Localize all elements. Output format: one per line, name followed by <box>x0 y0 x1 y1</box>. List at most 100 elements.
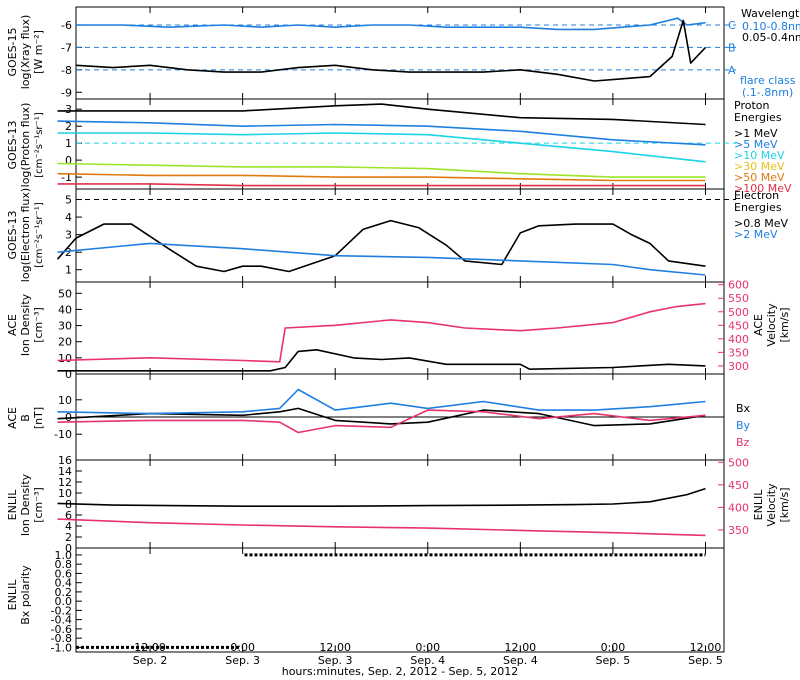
ytick-label-ace-plasma-4: 10 <box>58 352 72 365</box>
proton-legend-title-1: Proton <box>734 99 769 112</box>
ytick-label-goes13-electron-1: 4 <box>65 211 72 224</box>
ace-plasma-right-ylabel-quantity: Velocity <box>765 303 778 347</box>
enlil-plasma-ylabel-instrument: ENLIL <box>6 489 19 521</box>
panel-proton-labels: GOES-13 log(Proton flux) [cm⁻²s⁻¹sr⁻¹] P… <box>6 99 792 195</box>
series-ace-magnetic-1 <box>57 388 706 415</box>
ytick-label-enlil-plasma-0: 16 <box>58 454 72 467</box>
xray-flare-note-1: flare class <box>740 74 796 87</box>
ytick-label-enlil-polarity-0: 1.0 <box>55 549 73 562</box>
proton-legend-item-2: >5 MeV <box>734 138 778 151</box>
series-goes13-proton-5 <box>57 183 706 187</box>
series-goes13-electron-0 <box>56 219 706 273</box>
panel-enlil-polarity-labels: ENLIL Bx polarity <box>6 565 32 625</box>
ytick-right-label-ace-plasma-5: 350 <box>728 346 749 359</box>
enlil-plasma-right-ylabel-quantity: Velocity <box>765 483 778 527</box>
xtick-time-1: 0:00 <box>230 641 255 654</box>
ace-mag-legend-bx: Bx <box>736 402 751 415</box>
ytick-label-enlil-plasma-6: 4 <box>65 520 72 533</box>
xtick-time-4: 12:00 <box>504 641 536 654</box>
xray-legend-item-1: 0.10-0.8nm <box>742 20 800 33</box>
ytick-right-label-enlil-plasma-1: 450 <box>728 479 749 492</box>
series-enlil-plasma-0 <box>57 487 706 508</box>
electron-legend-title-2: Energies <box>734 201 782 214</box>
panel-ace-magnetic-labels: ACE B [nT] Bx By Bz <box>6 402 751 449</box>
proton-legend-item-4: >30 MeV <box>734 160 785 173</box>
ace-plasma-right-ylabel-units: [km/s] <box>778 307 791 342</box>
series-goes13-proton-2 <box>57 132 706 163</box>
ytick-label-goes15-xray-0: -6 <box>61 19 72 32</box>
flare-level-label-B: B <box>728 41 736 54</box>
ace-plasma-ylabel-instrument: ACE <box>6 314 19 336</box>
ytick-label-enlil-plasma-1: 14 <box>58 465 72 478</box>
enlil-plasma-right-ylabel-units: [km/s] <box>778 487 791 522</box>
series-goes15-xray-1 <box>75 19 707 82</box>
ytick-label-enlil-plasma-8: 0 <box>65 542 72 555</box>
proton-ylabel-units: [cm⁻²s⁻¹sr⁻¹] <box>34 112 45 178</box>
ytick-label-enlil-plasma-2: 12 <box>58 476 72 489</box>
ytick-right-label-enlil-plasma-0: 500 <box>728 456 749 469</box>
ace-mag-ylabel-quantity: B <box>19 414 32 422</box>
ytick-label-enlil-plasma-7: 2 <box>65 531 72 544</box>
electron-legend-item-1: >0.8 MeV <box>734 217 788 230</box>
flare-level-label-A: A <box>728 64 736 77</box>
xtick-date-5: Sep. 5 <box>596 654 631 667</box>
chart-marks: -6-7-8-9CBA3210-154321504030201006005505… <box>51 6 749 667</box>
ytick-label-goes13-proton-1: 2 <box>65 120 72 133</box>
xray-flare-note-2: (.1-.8nm) <box>742 86 793 99</box>
xtick-time-3: 0:00 <box>415 641 440 654</box>
electron-ylabel-instrument: GOES-13 <box>6 210 19 259</box>
ace-mag-ylabel-instrument: ACE <box>6 407 19 429</box>
series-ace-magnetic-0 <box>57 407 706 427</box>
series-goes13-proton-1 <box>57 120 706 146</box>
x-axis-caption: hours:minutes, Sep. 2, 2012 - Sep. 5, 20… <box>282 665 519 678</box>
ytick-label-goes15-xray-3: -9 <box>61 86 72 99</box>
panel-frame-goes15-xray <box>75 6 725 100</box>
ytick-label-enlil-plasma-5: 6 <box>65 509 72 522</box>
polarity-ylabel-quantity: Bx polarity <box>19 565 32 625</box>
proton-legend-item-5: >50 MeV <box>734 171 785 184</box>
panel-ace-plasma-labels: ACE Ion Density [cm⁻³] ACE Velocity [km/… <box>6 293 791 356</box>
ytick-label-enlil-polarity-2: 0.6 <box>55 567 73 580</box>
xray-ylabel-units: [W m⁻²] <box>32 30 45 74</box>
ace-mag-ylabel-units: [nT] <box>32 407 45 429</box>
polarity-ylabel-instrument: ENLIL <box>6 579 19 611</box>
panel-frame-enlil-polarity <box>75 547 725 653</box>
ytick-label-goes13-electron-2: 3 <box>65 229 72 242</box>
flare-level-label-C: C <box>728 19 736 32</box>
ytick-label-goes13-proton-4: -1 <box>61 171 72 184</box>
ytick-right-label-ace-plasma-2: 500 <box>728 306 749 319</box>
series-goes13-electron-1 <box>57 242 706 276</box>
series-goes15-xray-0 <box>76 17 706 31</box>
xray-ylabel-instrument: GOES-15 <box>6 27 19 76</box>
ytick-label-enlil-polarity-7: -0.4 <box>51 614 72 627</box>
series-ace-plasma-1 <box>57 302 706 363</box>
xtick-time-5: 0:00 <box>601 641 626 654</box>
xray-ylabel-quantity: log(Xray flux) <box>19 15 32 90</box>
ace-mag-legend-by: By <box>736 419 751 432</box>
ytick-label-enlil-polarity-8: -0.6 <box>51 623 72 636</box>
ytick-label-enlil-polarity-6: -0.2 <box>51 604 72 617</box>
series-goes13-proton-3 <box>57 162 706 178</box>
xtick-date-6: Sep. 5 <box>688 654 723 667</box>
ytick-right-label-ace-plasma-1: 550 <box>728 292 749 305</box>
xtick-date-0: Sep. 2 <box>133 654 168 667</box>
ytick-label-enlil-polarity-3: 0.4 <box>55 577 73 590</box>
proton-legend-title-2: Energies <box>734 111 782 124</box>
proton-legend-item-1: >1 MeV <box>734 127 778 140</box>
xtick-time-6: 12:00 <box>690 641 722 654</box>
ace-plasma-ylabel-quantity: Ion Density <box>19 293 32 356</box>
ytick-right-label-ace-plasma-4: 400 <box>728 333 749 346</box>
proton-legend-item-6: >100 MeV <box>734 182 792 195</box>
ytick-label-ace-plasma-5: 0 <box>65 368 72 381</box>
ace-plasma-right-ylabel-instrument: ACE <box>752 314 765 336</box>
ytick-label-ace-plasma-1: 40 <box>58 303 72 316</box>
ytick-label-ace-plasma-3: 20 <box>58 336 72 349</box>
ytick-label-ace-magnetic-2: -10 <box>54 428 72 441</box>
xtick-date-4: Sep. 4 <box>503 654 538 667</box>
electron-ylabel-units: [cm⁻²s⁻¹sr⁻¹] <box>34 202 45 268</box>
panel-frame-goes13-electron <box>75 188 725 283</box>
ytick-label-goes13-electron-4: 1 <box>65 264 72 277</box>
proton-ylabel-instrument: GOES-13 <box>6 120 19 169</box>
ytick-label-goes15-xray-1: -7 <box>61 41 72 54</box>
